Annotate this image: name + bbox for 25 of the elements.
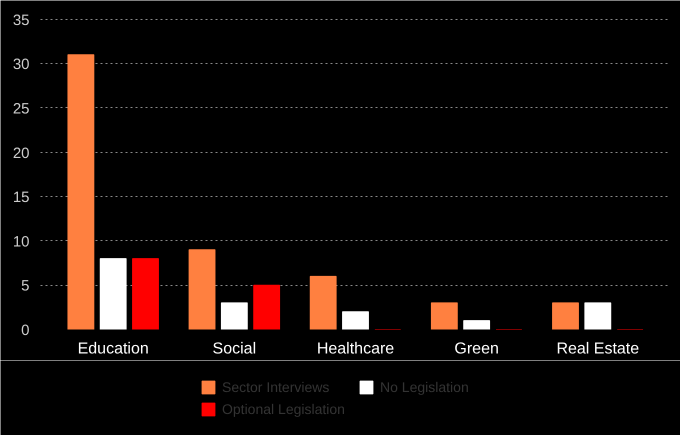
y-tick-label: 30 [12,56,30,74]
x-tick-label: Education [78,340,149,358]
bar [67,54,94,330]
bar [310,276,337,330]
y-tick-label: 25 [12,100,30,118]
y-tick-label: 15 [12,189,30,206]
bar [188,249,216,330]
bar [463,320,490,330]
y-tick-label: 20 [12,144,30,162]
bar [220,302,248,330]
y-tick-label: 5 [21,278,30,295]
bar [100,258,127,330]
bar [132,258,159,330]
bar [342,311,369,330]
x-tick-label: Real Estate [556,340,640,358]
bar [430,302,458,330]
y-tick-label: 35 [12,12,30,29]
bar [584,302,612,330]
x-tick-label: Healthcare [316,340,394,358]
bar [253,284,280,330]
x-tick-label: Green [454,340,499,358]
bar [552,302,579,330]
y-tick-label: 10 [12,233,30,250]
x-tick-label: Social [212,340,256,358]
y-tick-label: 0 [21,322,30,339]
